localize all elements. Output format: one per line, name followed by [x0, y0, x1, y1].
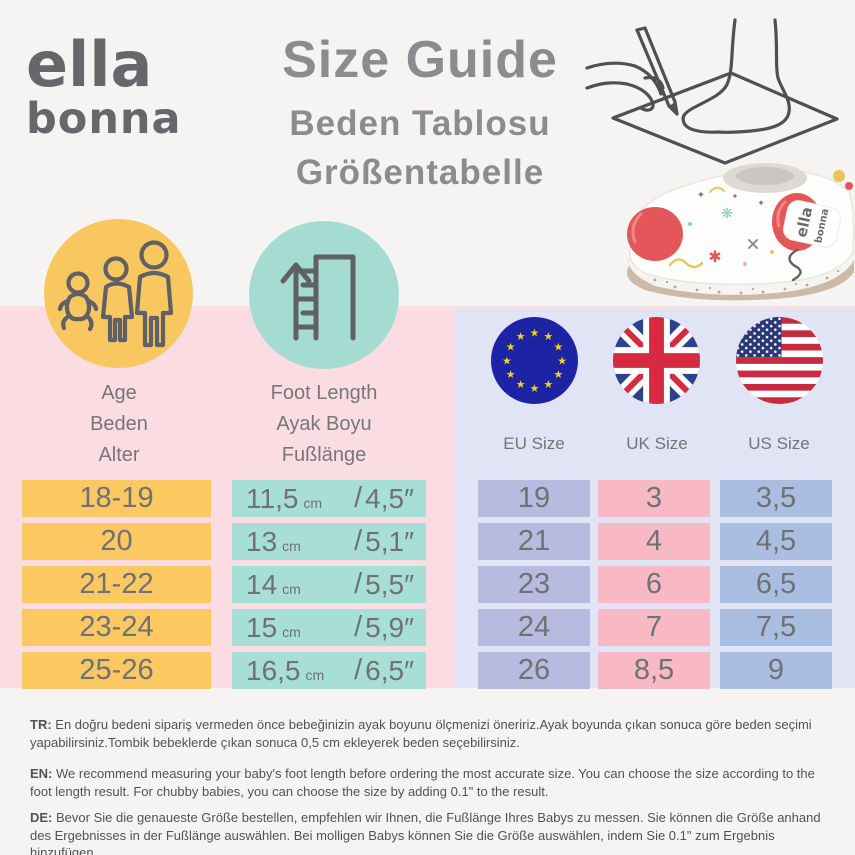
page-subtitle-tr: Beden Tablosu — [289, 104, 551, 143]
foot-label-en: Foot Length — [270, 382, 378, 404]
svg-text:✦: ✦ — [697, 190, 705, 201]
foot-length-circle — [249, 221, 399, 369]
svg-text:★: ★ — [557, 355, 567, 367]
svg-text:★: ★ — [516, 331, 526, 343]
brand-logo-line2: bonna — [26, 94, 182, 144]
page-title-block: Size Guide Beden Tablosu Größentabelle — [225, 30, 615, 193]
svg-text:★: ★ — [530, 328, 540, 340]
svg-text:✱: ✱ — [708, 249, 721, 266]
note-tr-text: En doğru bedeni sipariş vermeden önce be… — [30, 717, 812, 750]
svg-text:★: ★ — [554, 369, 564, 381]
age-cell: 21-22 — [22, 566, 211, 603]
shoe-brand-tag: ella bonna — [783, 200, 842, 248]
note-tr: TR: En doğru bedeni sipariş vermeden önc… — [30, 716, 834, 751]
brand-logo: ella bonna — [26, 34, 182, 141]
svg-text:★: ★ — [516, 379, 526, 391]
svg-text:★: ★ — [530, 383, 540, 395]
uk-size-cell: 6 — [598, 566, 710, 603]
eu-size-cell: 26 — [478, 652, 590, 689]
note-en-text: We recommend measuring your baby's foot … — [30, 766, 815, 799]
foot-label-de: Fußlänge — [281, 444, 367, 466]
eu-size-cell: 24 — [478, 609, 590, 646]
ruler-arrow-icon — [280, 254, 356, 341]
foot-length-cell: 14 cm /5,5″ — [232, 566, 426, 603]
us-size-cell: 7,5 — [720, 609, 832, 646]
family-silhouettes-icon — [57, 240, 174, 348]
age-cell: 25-26 — [22, 652, 211, 689]
age-cell: 18-19 — [22, 480, 211, 517]
uk-flag-icon — [613, 317, 700, 404]
note-en: EN: We recommend measuring your baby's f… — [30, 765, 834, 800]
balloon-string — [788, 248, 802, 282]
balloon-print-toe — [627, 207, 683, 261]
eu-size-cell: 21 — [478, 523, 590, 560]
svg-text:★: ★ — [543, 331, 553, 343]
baby-shoe-photo: ella bonna ❋ ✱ ✦ ✦ — [627, 163, 855, 301]
age-cell: 23-24 — [22, 609, 211, 646]
foot-tracing-sketch — [585, 18, 839, 165]
svg-text:★: ★ — [506, 369, 516, 381]
us-size-cell: 3,5 — [720, 480, 832, 517]
age-label-de: Alter — [98, 444, 140, 466]
brand-logo-line1: ella — [26, 28, 153, 101]
uk-size-label: UK Size — [626, 434, 688, 453]
svg-text:ella: ella — [792, 205, 816, 239]
us-flag-icon — [736, 317, 823, 404]
confetti-print: ❋ ✱ ✦ ✦ — [668, 186, 774, 269]
page-subtitle-de: Größentabelle — [295, 153, 545, 192]
svg-text:★: ★ — [543, 379, 553, 391]
foot-length-column-label: Foot Length Ayak Boyu Fußlänge — [228, 378, 420, 471]
age-label-en: Age — [101, 382, 137, 404]
note-de: DE: Bevor Sie die genaueste Größe bestel… — [30, 809, 834, 855]
eu-size-cell: 19 — [478, 480, 590, 517]
uk-size-cell: 3 — [598, 480, 710, 517]
svg-text:★: ★ — [506, 341, 516, 353]
uk-size-cell: 8,5 — [598, 652, 710, 689]
svg-text:❋: ❋ — [721, 205, 733, 221]
svg-text:★: ★ — [554, 341, 564, 353]
note-en-prefix: EN: — [30, 766, 53, 781]
foot-label-tr: Ayak Boyu — [276, 413, 372, 435]
eu-size-cell: 23 — [478, 566, 590, 603]
age-column-label: Age Beden Alter — [40, 378, 198, 471]
note-de-prefix: DE: — [30, 810, 53, 825]
svg-text:★: ★ — [502, 355, 512, 367]
eu-size-label: EU Size — [503, 434, 565, 453]
uk-size-cell: 4 — [598, 523, 710, 560]
us-size-cell: 9 — [720, 652, 832, 689]
svg-text:✦: ✦ — [757, 198, 765, 208]
us-size-label: US Size — [748, 434, 810, 453]
foot-length-cell: 16,5 cm /6,5″ — [232, 652, 426, 689]
us-size-cell: 6,5 — [720, 566, 832, 603]
age-circle — [44, 219, 193, 368]
note-de-text: Bevor Sie die genaueste Größe bestellen,… — [30, 810, 821, 855]
eu-flag-icon: ★ ★ ★ ★ ★ ★ ★ ★ ★ ★ ★ ★ — [491, 317, 578, 404]
age-cell: 20 — [22, 523, 211, 560]
foot-length-cell: 13 cm /5,1″ — [232, 523, 426, 560]
note-tr-prefix: TR: — [30, 717, 52, 732]
uk-size-cell: 7 — [598, 609, 710, 646]
foot-length-cell: 15 cm /5,9″ — [232, 609, 426, 646]
us-size-cell: 4,5 — [720, 523, 832, 560]
age-label-tr: Beden — [90, 413, 148, 435]
page-title: Size Guide — [282, 31, 558, 89]
foot-length-cell: 11,5 cm /4,5″ — [232, 480, 426, 517]
